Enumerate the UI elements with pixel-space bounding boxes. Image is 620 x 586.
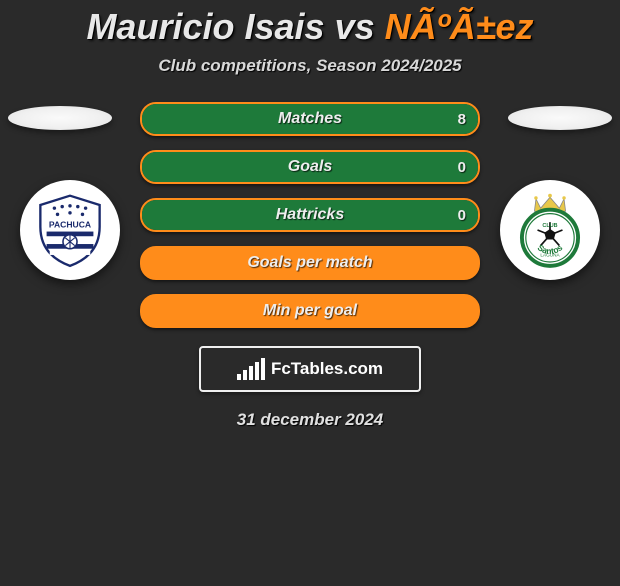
crest-left-label: PACHUCA bbox=[49, 220, 91, 230]
date-text: 31 december 2024 bbox=[0, 410, 620, 430]
subtitle: Club competitions, Season 2024/2025 bbox=[0, 56, 620, 76]
club-crest-left: PACHUCA bbox=[20, 180, 120, 280]
player-left-shadow bbox=[8, 106, 112, 130]
bar-chart-icon bbox=[237, 358, 265, 380]
club-crest-right-svg: CLUB Santos LAGUNA bbox=[511, 191, 589, 269]
page-title: Mauricio Isais vs NÃºÃ±ez bbox=[0, 6, 620, 48]
comparison-arena: PACHUCA bbox=[0, 102, 620, 342]
svg-text:LAGUNA: LAGUNA bbox=[540, 253, 560, 258]
player-right-name: NÃºÃ±ez bbox=[385, 6, 534, 47]
player-right-shadow bbox=[508, 106, 612, 130]
stat-row: Goals per match bbox=[140, 246, 480, 280]
stat-row: Goals0 bbox=[140, 150, 480, 184]
stat-label: Matches bbox=[142, 104, 478, 134]
stats-list: Matches8Goals0Hattricks0Goals per matchM… bbox=[140, 102, 480, 342]
stat-value-right: 8 bbox=[458, 104, 466, 134]
stat-row: Matches8 bbox=[140, 102, 480, 136]
brand-box[interactable]: FcTables.com bbox=[199, 346, 421, 392]
stat-value-right: 0 bbox=[458, 152, 466, 182]
vs-text: vs bbox=[335, 6, 375, 47]
stat-label: Goals per match bbox=[142, 248, 478, 278]
brand-text: FcTables.com bbox=[271, 359, 383, 379]
club-crest-right: CLUB Santos LAGUNA bbox=[500, 180, 600, 280]
stat-label: Hattricks bbox=[142, 200, 478, 230]
svg-text:CLUB: CLUB bbox=[542, 223, 557, 229]
club-crest-left-svg: PACHUCA bbox=[31, 191, 109, 269]
stat-row: Min per goal bbox=[140, 294, 480, 328]
stat-label: Min per goal bbox=[142, 296, 478, 326]
stat-value-right: 0 bbox=[458, 200, 466, 230]
stat-label: Goals bbox=[142, 152, 478, 182]
player-left-name: Mauricio Isais bbox=[86, 6, 324, 47]
stat-row: Hattricks0 bbox=[140, 198, 480, 232]
